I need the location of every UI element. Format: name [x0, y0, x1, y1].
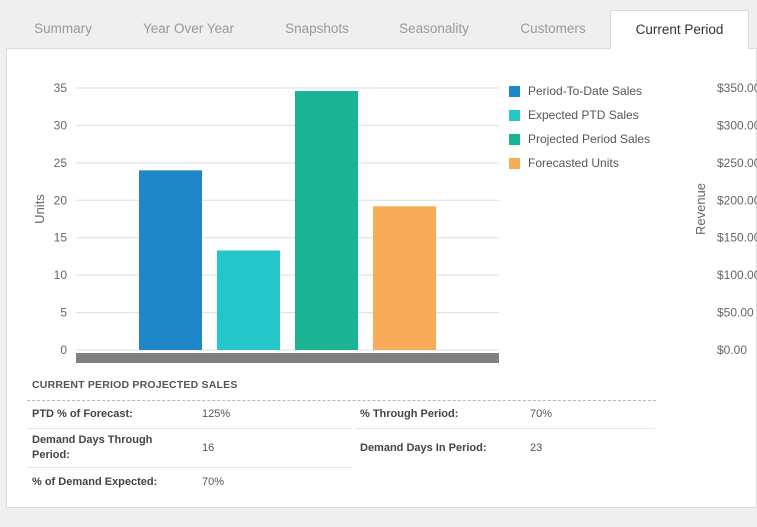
demand-days-through-label-line1: Demand Days Through [32, 434, 153, 446]
tab-seasonality[interactable]: Seasonality [399, 21, 469, 36]
y-tick-label: 10 [54, 268, 68, 282]
legend-swatch [509, 133, 520, 145]
legend-label: Expected PTD Sales [528, 108, 639, 122]
y2-tick-label: $250.00 [717, 156, 757, 170]
pct-demand-expected-value: 70% [202, 476, 225, 488]
y-tick-label: 20 [54, 193, 68, 207]
section-divider [27, 400, 656, 401]
y-tick-label: 35 [54, 81, 68, 95]
y2-tick-label: $200.00 [717, 193, 757, 207]
x-axis-bar [76, 353, 499, 363]
demand-days-through-label: Demand Days Through Period: [32, 433, 152, 463]
row-divider [27, 467, 352, 468]
legend-swatch [509, 157, 520, 169]
through-period-label: % Through Period: [360, 408, 459, 420]
demand-days-in-label: Demand Days In Period: [360, 442, 487, 454]
through-period-value: 70% [530, 408, 553, 420]
y2-tick-label: $350.00 [717, 81, 757, 95]
tab-current-period[interactable]: Current Period [610, 10, 749, 49]
row-divider [355, 428, 655, 429]
y-tick-label: 0 [60, 343, 67, 357]
y2-tick-label: $300.00 [717, 118, 757, 132]
tab-snapshots[interactable]: Snapshots [285, 21, 349, 36]
chart-legend: Period-To-Date Sales Expected PTD Sales … [509, 79, 650, 175]
y2-tick-label: $100.00 [717, 268, 757, 282]
ptd-pct-value: 125% [202, 408, 231, 420]
y2-tick-label: $50.00 [717, 306, 754, 320]
demand-days-through-value: 16 [202, 442, 215, 454]
pct-demand-expected-label: % of Demand Expected: [32, 476, 158, 488]
bar-projected-period-sales[interactable] [295, 90, 358, 350]
legend-item-period-to-date-sales[interactable]: Period-To-Date Sales [509, 79, 650, 103]
legend-item-forecasted-units[interactable]: Forecasted Units [509, 151, 650, 175]
footer-strip [0, 508, 757, 527]
bar-expected-ptd-sales[interactable] [217, 250, 280, 350]
tab-bar: Summary Year Over Year Snapshots Seasona… [0, 0, 757, 49]
tab-year-over-year[interactable]: Year Over Year [142, 21, 235, 36]
y-axis-label: Units [32, 194, 47, 224]
legend-item-projected-period-sales[interactable]: Projected Period Sales [509, 127, 650, 151]
legend-swatch [509, 85, 520, 97]
y-tick-label: 5 [60, 306, 67, 320]
demand-days-through-label-line2: Period: [32, 449, 70, 461]
y-tick-label: 30 [54, 118, 68, 132]
legend-label: Projected Period Sales [528, 132, 651, 146]
row-divider [27, 428, 352, 429]
tab-summary[interactable]: Summary [34, 21, 92, 36]
legend-label: Forecasted Units [528, 156, 619, 170]
y2-axis-label: Revenue [693, 183, 708, 235]
y-tick-label: 25 [54, 156, 68, 170]
bar-forecasted-units[interactable] [373, 206, 436, 350]
y-tick-label: 15 [54, 231, 68, 245]
legend-label: Period-To-Date Sales [528, 84, 643, 98]
demand-days-in-value: 23 [530, 442, 543, 454]
y2-tick-label: $150.00 [717, 231, 757, 245]
legend-swatch [509, 109, 520, 121]
legend-item-expected-ptd-sales[interactable]: Expected PTD Sales [509, 103, 650, 127]
bar-period-to-date-sales[interactable] [139, 170, 202, 350]
y2-tick-label: $0.00 [717, 343, 747, 357]
tab-customers[interactable]: Customers [520, 21, 586, 36]
bar-chart: 35 30 25 20 15 10 5 0 $350.00 $300.00 $250.00 $200… [32, 81, 757, 363]
ptd-pct-label: PTD % of Forecast: [32, 408, 133, 420]
section-title: CURRENT PERIOD PROJECTED SALES [32, 379, 238, 391]
